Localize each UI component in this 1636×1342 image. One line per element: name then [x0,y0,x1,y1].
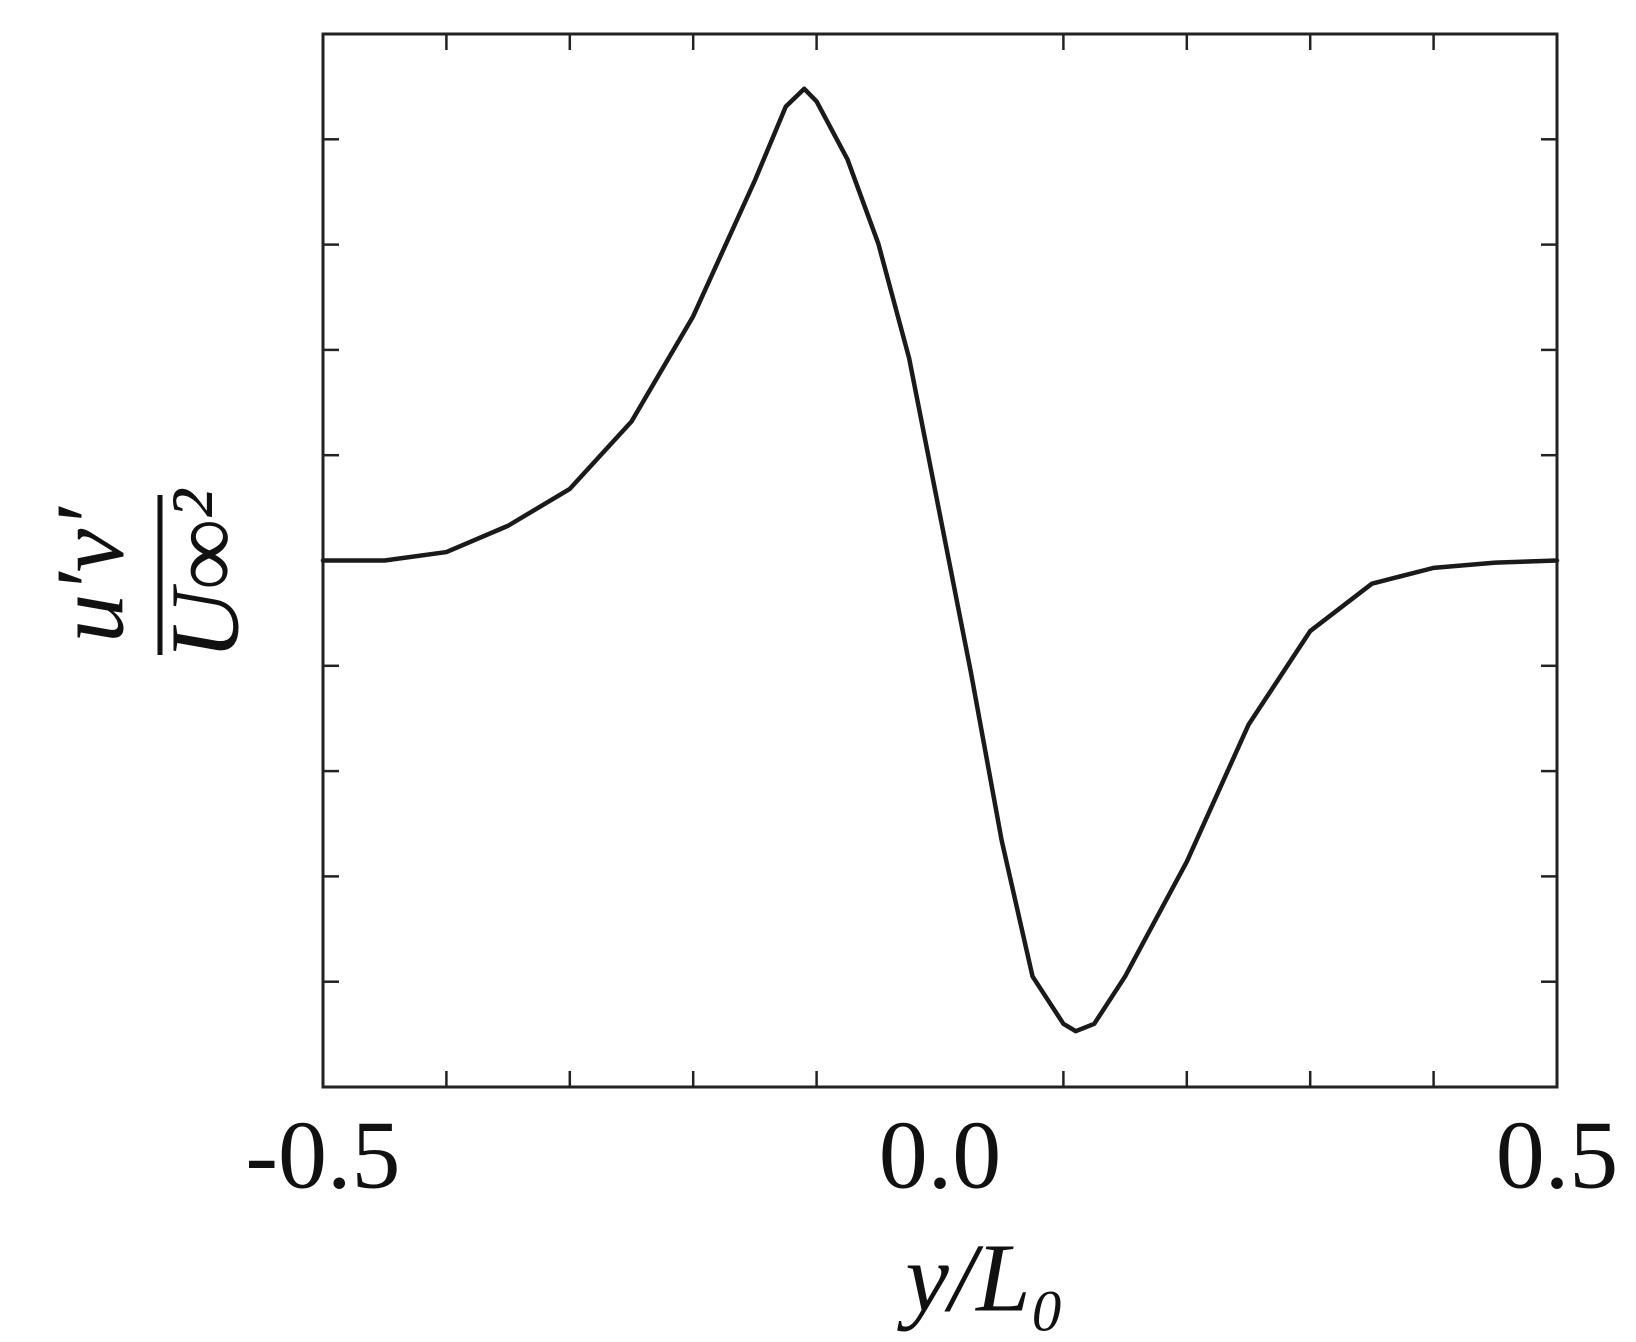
y-label-denominator: U∞² [151,488,259,660]
data-line [320,86,1560,1034]
y-label-numerator: u′v′ [36,506,144,643]
x-tick-label: 0.0 [879,1101,1002,1209]
plot-frame [321,32,1559,1089]
y-axis-label: u′v′ U∞² [36,488,259,660]
x-tick-label: 0.5 [1496,1101,1619,1209]
x-tick-label: -0.5 [245,1101,400,1209]
x-axis-label: y/L₀ [896,1224,1064,1332]
